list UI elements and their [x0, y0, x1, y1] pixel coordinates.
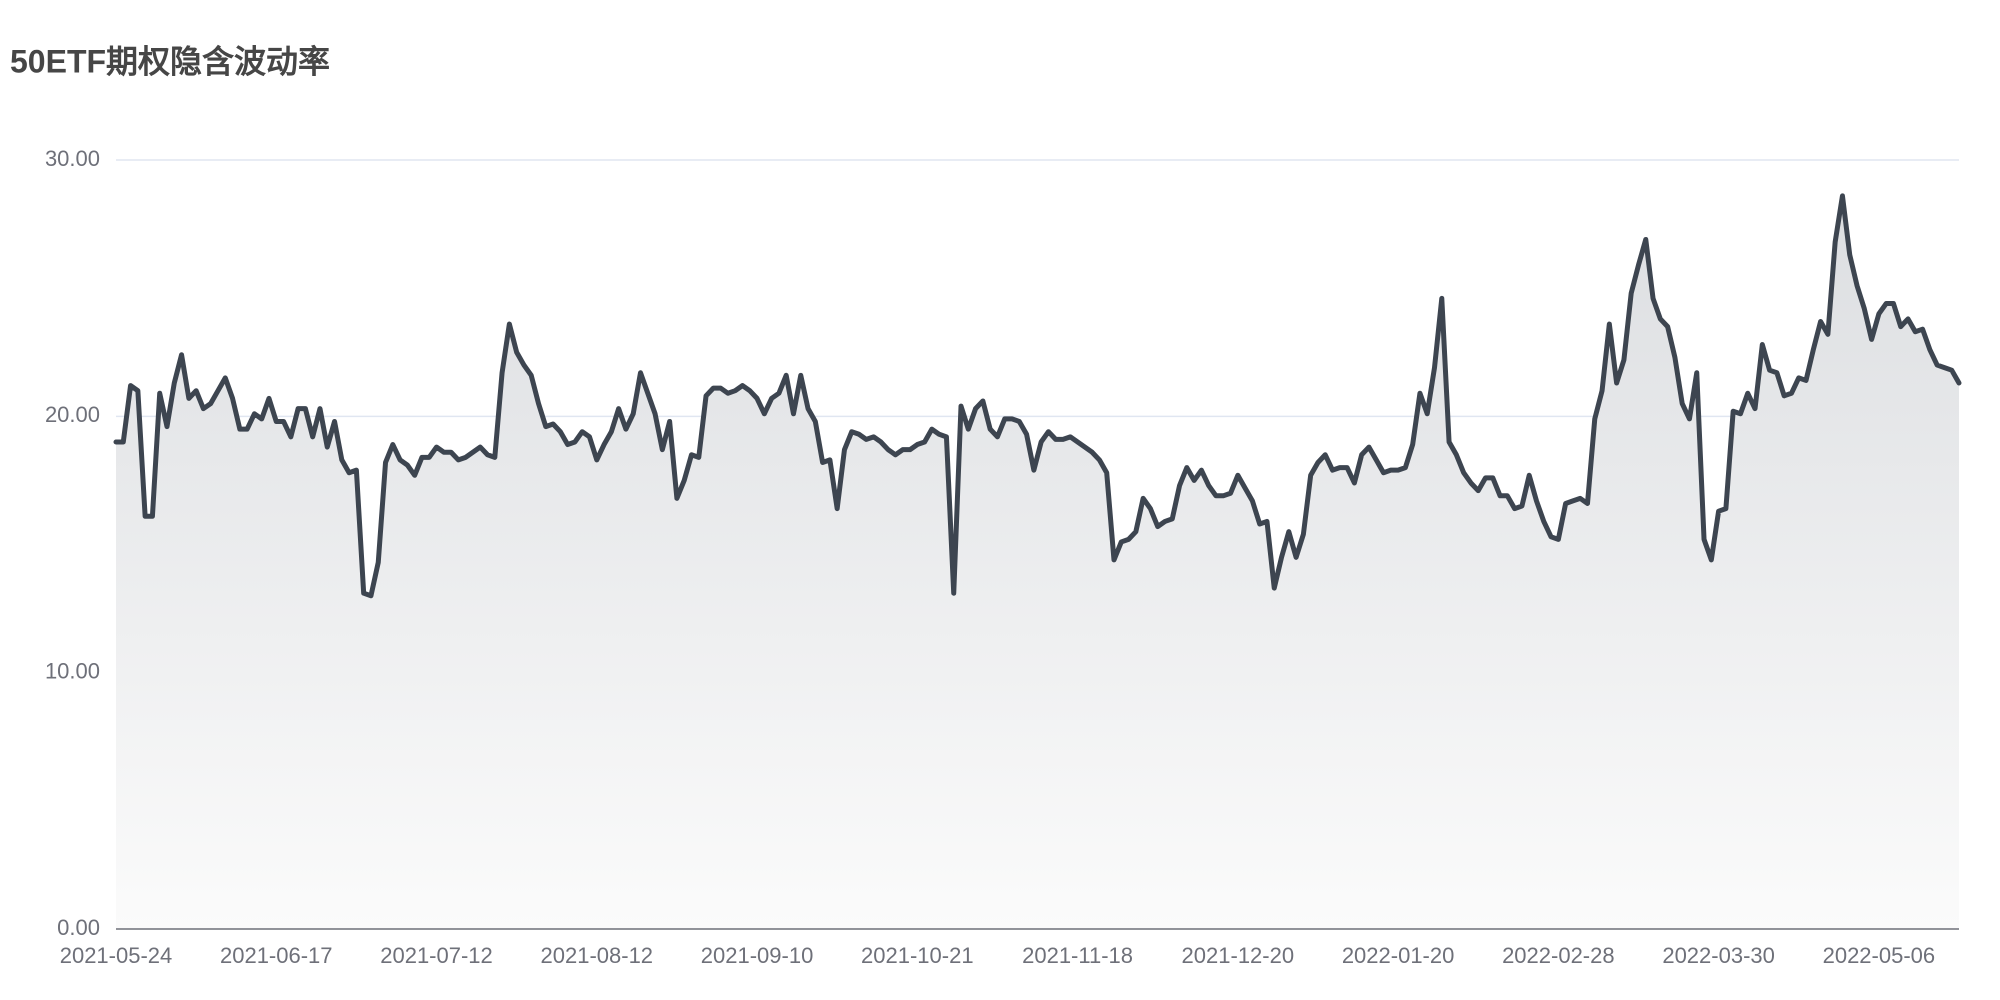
x-tick-label: 2021-07-12	[380, 943, 493, 968]
x-tick-label: 2021-09-10	[701, 943, 814, 968]
x-tick-label: 2021-10-21	[861, 943, 974, 968]
y-tick-label: 10.00	[45, 658, 100, 683]
x-tick-label: 2021-06-17	[220, 943, 333, 968]
x-tick-label: 2022-05-06	[1823, 943, 1936, 968]
area	[116, 195, 1959, 929]
y-tick-label: 20.00	[45, 402, 100, 427]
x-tick-label: 2021-08-12	[541, 943, 654, 968]
x-tick-label: 2021-05-24	[60, 943, 173, 968]
x-tick-label: 2022-01-20	[1342, 943, 1455, 968]
x-tick-label: 2021-12-20	[1182, 943, 1295, 968]
line	[113, 193, 1962, 599]
x-tick-label: 2022-03-30	[1662, 943, 1775, 968]
y-tick-label: 0.00	[57, 915, 100, 940]
chart-title: 50ETF期权隐含波动率	[10, 43, 330, 79]
y-tick-label: 30.00	[45, 146, 100, 171]
x-tick-label: 2022-02-28	[1502, 943, 1615, 968]
x-tick-label: 2021-11-18	[1022, 943, 1133, 968]
